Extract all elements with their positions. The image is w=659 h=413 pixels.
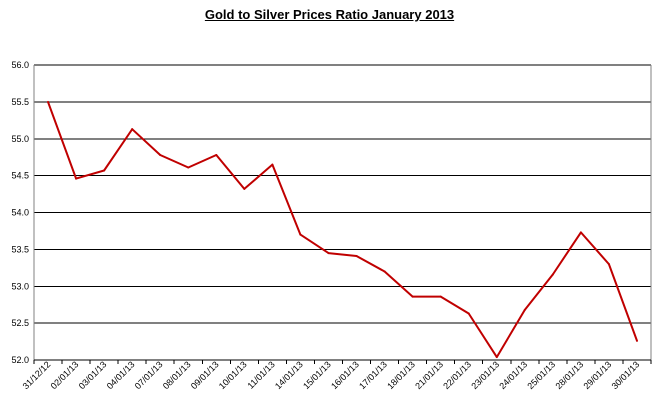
x-tick-label: 21/01/13 [413, 359, 445, 391]
y-tick-label: 56.0 [11, 60, 29, 70]
data-point [103, 169, 106, 172]
data-point [159, 153, 162, 156]
x-tick-label: 15/01/13 [301, 359, 333, 391]
data-point [551, 273, 554, 276]
data-point [243, 187, 246, 190]
x-tick-label: 30/01/13 [610, 359, 642, 391]
data-point [495, 356, 498, 359]
y-tick-label: 52.0 [11, 355, 29, 365]
data-point [467, 312, 470, 315]
series-line [47, 101, 638, 359]
chart-title: Gold to Silver Prices Ratio January 2013 [204, 7, 455, 22]
x-tick-label: 14/01/13 [273, 359, 305, 391]
data-point [579, 231, 582, 234]
y-tick-label: 54.5 [11, 171, 29, 181]
x-tick-label: 02/01/13 [49, 359, 81, 391]
x-tick-label: 23/01/13 [469, 359, 501, 391]
x-tick-label: 24/01/13 [497, 359, 529, 391]
y-tick-label: 55.5 [11, 97, 29, 107]
data-point [131, 128, 134, 131]
data-point [187, 166, 190, 169]
x-tick-label: 16/01/13 [329, 359, 361, 391]
data-point [271, 163, 274, 166]
data-point [355, 255, 358, 258]
y-tick-label: 53.5 [11, 244, 29, 254]
data-point [299, 233, 302, 236]
y-tick-label: 53.0 [11, 281, 29, 291]
data-point [439, 295, 442, 298]
y-tick-label: 52.5 [11, 318, 29, 328]
x-tick-label: 09/01/13 [189, 359, 221, 391]
x-tick-label: 17/01/13 [357, 359, 389, 391]
x-tick-label: 28/01/13 [553, 359, 585, 391]
x-tick-label: 29/01/13 [581, 359, 613, 391]
data-point [383, 270, 386, 273]
x-tick-label: 04/01/13 [105, 359, 137, 391]
x-tick-label: 22/01/13 [441, 359, 473, 391]
y-tick-label: 55.0 [11, 134, 29, 144]
data-point [215, 153, 218, 156]
x-tick-label: 07/01/13 [133, 359, 165, 391]
data-point [47, 100, 50, 103]
data-point [607, 263, 610, 266]
data-point [327, 252, 330, 255]
x-tick-label: 10/01/13 [217, 359, 249, 391]
x-tick-label: 11/01/13 [245, 359, 276, 390]
x-tick-label: 08/01/13 [161, 359, 193, 391]
x-tick-label: 18/01/13 [385, 359, 417, 391]
data-point [523, 308, 526, 311]
y-tick-label: 54.0 [11, 208, 29, 218]
x-tick-label: 03/01/13 [77, 359, 109, 391]
data-point [635, 339, 638, 342]
x-tick-label: 25/01/13 [525, 359, 557, 391]
data-point [75, 177, 78, 180]
data-point [411, 295, 414, 298]
